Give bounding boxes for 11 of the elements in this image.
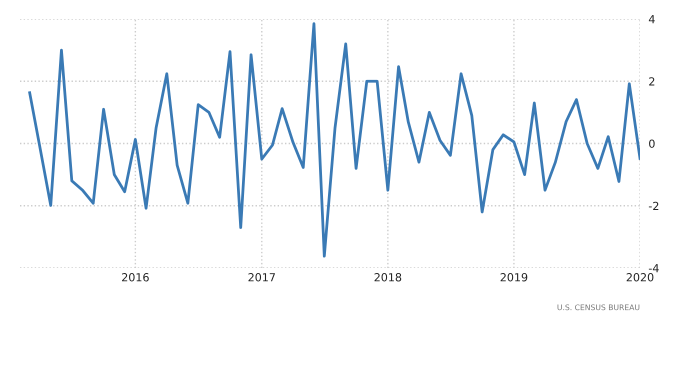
y-tick-label: 0 — [649, 139, 655, 148]
x-tick-label: 2017 — [248, 273, 275, 282]
x-tick-label: 2016 — [122, 273, 149, 282]
y-tick-label: 4 — [648, 15, 655, 24]
x-tick-label: 2020 — [626, 273, 654, 282]
y-tick-label: 2 — [649, 77, 654, 86]
y-tick-label: -4 — [648, 264, 659, 272]
x-tick-label: 2018 — [374, 273, 402, 282]
line-series — [28, 22, 640, 258]
x-tick-label: 2019 — [500, 273, 528, 282]
y-tick-label: -2 — [648, 202, 658, 210]
